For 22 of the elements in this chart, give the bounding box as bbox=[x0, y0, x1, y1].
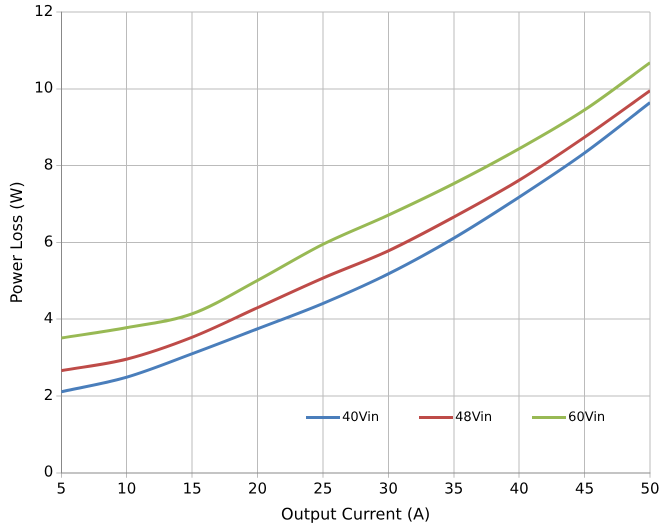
x-tick-label: 10 bbox=[117, 480, 136, 498]
x-tick-label: 30 bbox=[378, 480, 398, 498]
y-tick-label: 0 bbox=[44, 462, 54, 481]
x-tick-label: 50 bbox=[640, 480, 660, 498]
y-axis-title: Power Loss (W) bbox=[6, 181, 26, 304]
x-tick-label: 45 bbox=[575, 480, 594, 498]
y-tick-label: 6 bbox=[44, 232, 54, 250]
x-tick-label: 5 bbox=[56, 480, 66, 498]
legend-label: 48Vin bbox=[455, 410, 492, 425]
y-tick-label: 8 bbox=[44, 155, 54, 174]
x-tick-label: 40 bbox=[510, 480, 529, 498]
x-tick-label: 15 bbox=[182, 480, 202, 498]
y-tick-label: 4 bbox=[44, 309, 54, 328]
x-axis-title: Output Current (A) bbox=[281, 504, 430, 524]
legend-label: 60Vin bbox=[568, 410, 606, 425]
y-tick-label: 2 bbox=[44, 386, 54, 404]
x-tick-label: 20 bbox=[248, 480, 268, 498]
legend-label: 40Vin bbox=[342, 410, 380, 425]
y-tick-label: 10 bbox=[34, 78, 54, 97]
x-tick-label: 35 bbox=[444, 480, 464, 498]
y-tick-label: 12 bbox=[34, 2, 54, 20]
x-tick-label: 25 bbox=[313, 480, 332, 498]
